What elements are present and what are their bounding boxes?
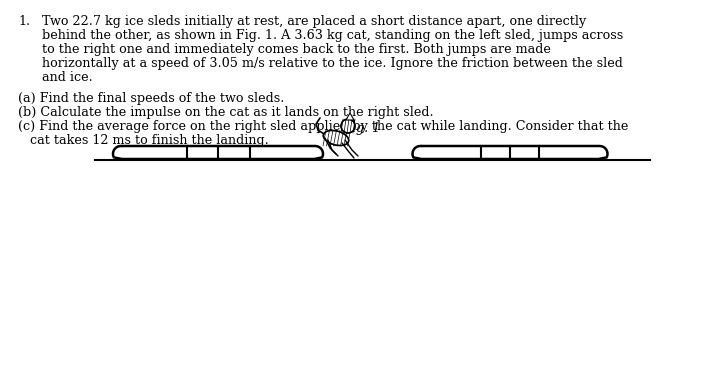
Text: 1.: 1. xyxy=(18,15,30,28)
Text: to the right one and immediately comes back to the first. Both jumps are made: to the right one and immediately comes b… xyxy=(42,43,551,56)
Text: and ice.: and ice. xyxy=(42,71,93,84)
Text: (b) Calculate the impulse on the cat as it lands on the right sled.: (b) Calculate the impulse on the cat as … xyxy=(18,106,434,119)
Text: behind the other, as shown in Fig. 1. A 3.63 kg cat, standing on the left sled, : behind the other, as shown in Fig. 1. A … xyxy=(42,29,623,42)
Polygon shape xyxy=(413,146,607,159)
Ellipse shape xyxy=(323,131,348,145)
Text: horizontally at a speed of 3.05 m/s relative to the ice. Ignore the friction bet: horizontally at a speed of 3.05 m/s rela… xyxy=(42,57,623,70)
Text: Fig. 1: Fig. 1 xyxy=(343,122,380,135)
Polygon shape xyxy=(346,113,354,120)
Circle shape xyxy=(341,119,355,133)
Text: (c) Find the average force on the right sled applied by the cat while landing. C: (c) Find the average force on the right … xyxy=(18,120,628,133)
Text: cat takes 12 ms to finish the landing.: cat takes 12 ms to finish the landing. xyxy=(30,134,269,147)
Text: (a) Find the final speeds of the two sleds.: (a) Find the final speeds of the two sle… xyxy=(18,92,284,105)
Polygon shape xyxy=(113,146,323,159)
Text: Two 22.7 kg ice sleds initially at rest, are placed a short distance apart, one : Two 22.7 kg ice sleds initially at rest,… xyxy=(42,15,586,28)
